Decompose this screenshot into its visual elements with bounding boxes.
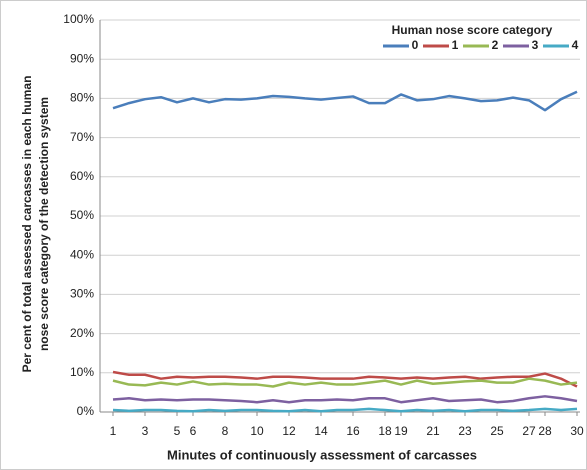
legend-title: Human nose score category [392, 23, 553, 37]
y-axis-label-line: Per cent of total assessed carcasses in … [20, 76, 34, 373]
x-tick-label: 25 [490, 424, 504, 438]
legend-label: 0 [412, 38, 419, 52]
x-tick-label: 5 [174, 424, 181, 438]
x-tick-label: 8 [222, 424, 229, 438]
x-tick-label: 14 [314, 424, 328, 438]
x-axis-label: Minutes of continuously assessment of ca… [167, 447, 477, 462]
series-line [112, 395, 578, 404]
y-tick-label: 90% [70, 51, 94, 65]
series-line [112, 90, 578, 112]
series-line [112, 377, 578, 388]
y-tick-label: 50% [70, 208, 94, 222]
x-tick-label: 27 [522, 424, 536, 438]
y-tick-label: 20% [70, 326, 94, 340]
y-tick-label: 70% [70, 130, 94, 144]
y-tick-label: 40% [70, 247, 94, 261]
series-line [112, 370, 578, 388]
y-tick-label: 0% [77, 404, 95, 418]
legend-label: 4 [572, 38, 579, 52]
x-tick-label: 10 [250, 424, 264, 438]
x-tick-label: 16 [346, 424, 360, 438]
x-tick-label: 18 [378, 424, 392, 438]
y-tick-label: 100% [63, 12, 94, 26]
x-tick-label: 3 [142, 424, 149, 438]
y-axis-label: Per cent of total assessed carcasses in … [20, 76, 51, 373]
y-axis-label-line: nose score category of the detection sys… [37, 97, 51, 351]
y-tick-label: 60% [70, 169, 94, 183]
y-tick-label: 30% [70, 287, 94, 301]
y-tick-label: 80% [70, 91, 94, 105]
x-tick-label: 6 [190, 424, 197, 438]
legend-label: 2 [492, 38, 499, 52]
x-tick-label: 1 [110, 424, 117, 438]
x-tick-label: 23 [458, 424, 472, 438]
x-tick-label: 30 [570, 424, 584, 438]
x-tick-label: 28 [538, 424, 552, 438]
y-tick-label: 10% [70, 365, 94, 379]
x-tick-label: 12 [282, 424, 296, 438]
legend-label: 3 [532, 38, 539, 52]
x-tick-label: 19 [394, 424, 408, 438]
series-line [112, 407, 578, 413]
x-tick-label: 21 [426, 424, 440, 438]
legend-label: 1 [452, 38, 459, 52]
